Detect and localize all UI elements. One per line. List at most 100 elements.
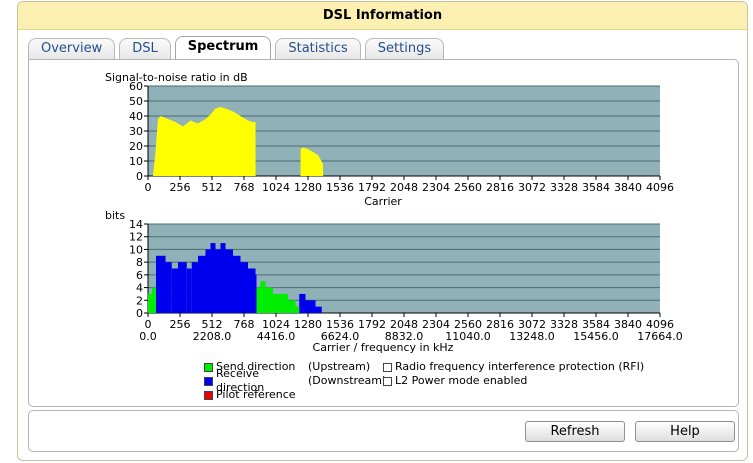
send-label: Send direction [216,360,296,373]
send-direction-bar [295,306,300,313]
bits-y-tick-label: 0 [136,307,143,320]
legend-receive: Receive direction (Downstream) [204,367,387,394]
button-bar: Refresh Help [28,410,739,452]
send-direction-bar [288,300,296,313]
legend-send: Send direction (Upstream) [204,360,386,374]
bits-khz-tick-label: 0.0 [139,330,157,343]
tab-statistics[interactable]: Statistics [275,38,361,59]
snr-x-tick-label: 4096 [646,181,674,194]
receive-direction-bar [210,243,216,313]
receive-direction-bar [225,249,233,313]
snr-x-tick-label: 1792 [358,181,386,194]
snr-x-tick-label: 2304 [422,181,450,194]
snr-x-tick-label: 768 [234,181,255,194]
refresh-button[interactable]: Refresh [525,421,625,442]
tab-bar: Overview DSL Spectrum Statistics Setting… [28,36,448,60]
send-direction-bar [260,281,266,313]
snr-x-tick-label: 1280 [294,181,322,194]
receive-direction-bar [191,262,198,313]
receive-direction-bar [165,262,172,313]
bits-khz-tick-label: 4416.0 [257,330,296,343]
send-direction-bar [256,287,261,313]
send-direction-bar [265,287,273,313]
bits-khz-tick-label: 8832.0 [385,330,424,343]
bits-khz-tick-label: 13248.0 [509,330,555,343]
dsl-information-panel: DSL Information Overview DSL Spectrum St… [17,1,748,461]
legend-pilot: Pilot reference [204,388,386,402]
receive-direction-label: (Downstream) [308,374,387,387]
receive-direction-bar [171,268,178,313]
tab-dsl[interactable]: DSL [119,38,171,59]
receive-direction-bar [248,268,256,313]
bits-xlabel: Carrier / frequency in kHz [313,341,454,354]
bits-y-tick-label: 4 [136,282,143,295]
send-direction-bar [152,287,156,313]
receive-direction-bar [198,255,206,313]
send-swatch [204,362,213,372]
bits-x-tick-label: 256 [170,318,191,331]
pilot-swatch [204,390,213,400]
bits-x-tick-label: 3584 [582,318,610,331]
bits-x-tick-label: 1536 [326,318,354,331]
snr-x-tick-label: 2816 [486,181,514,194]
rfi-label: Radio frequency interference protection … [395,360,645,373]
snr-y-tick-label: 40 [129,110,143,123]
snr-x-tick-label: 1536 [326,181,354,194]
snr-x-tick-label: 2048 [390,181,418,194]
snr-ylabel: Signal-to-noise ratio in dB [105,71,248,84]
legend-left: Send direction (Upstream) Receive direct… [204,360,386,402]
receive-direction-bar [299,293,306,313]
pilot-label: Pilot reference [216,388,296,401]
bits-x-tick-label: 768 [234,318,255,331]
receive-direction-bar [178,262,187,313]
send-direction-bar [280,293,288,313]
snr-xlabel: Carrier [364,195,402,208]
bits-ylabel: bits [105,209,125,222]
bits-x-tick-label: 2048 [390,318,418,331]
bits-khz-tick-label: 6624.0 [321,330,360,343]
bits-khz-tick-label: 15456.0 [573,330,619,343]
bits-x-tick-label: 1024 [262,318,290,331]
spectrum-charts: Signal-to-noise ratio in dB Carrier 0102… [105,71,683,354]
snr-series-area [148,107,324,176]
receive-direction-bar [240,262,248,313]
send-direction-bar [273,293,281,313]
send-direction-label: (Upstream) [308,360,371,373]
snr-x-tick-label: 3584 [582,181,610,194]
bits-x-tick-label: 2304 [422,318,450,331]
tab-overview[interactable]: Overview [28,38,116,59]
snr-y-tick-label: 0 [136,170,143,183]
bits-y-tick-label: 10 [129,243,143,256]
bits-y-tick-label: 14 [129,218,143,231]
snr-chart: Signal-to-noise ratio in dB Carrier 0102… [105,71,674,208]
help-button[interactable]: Help [635,421,735,442]
bits-x-tick-label: 2560 [454,318,482,331]
bits-x-tick-label: 3072 [518,318,546,331]
receive-direction-bar [156,255,166,313]
bits-khz-tick-label: 17664.0 [637,330,683,343]
receive-direction-bar [205,249,211,313]
send-direction-bar [148,293,152,313]
receive-direction-bar [315,306,322,313]
bits-y-tick-label: 6 [136,269,143,282]
receive-direction-bar [305,300,316,313]
snr-x-tick-label: 512 [202,181,223,194]
bits-x-tick-label: 4096 [646,318,674,331]
receive-label: Receive direction [216,367,265,394]
tab-spectrum[interactable]: Spectrum [174,36,272,59]
receive-direction-bar [255,274,257,313]
bits-x-tick-label: 512 [202,318,223,331]
snr-y-tick-label: 10 [129,155,143,168]
snr-x-tick-label: 1024 [262,181,290,194]
bits-y-tick-label: 2 [136,294,143,307]
legend-rfi: Radio frequency interference protection … [383,360,644,374]
bits-x-tick-label: 0 [145,318,152,331]
tab-settings[interactable]: Settings [364,38,445,59]
receive-direction-bar [215,249,221,313]
bits-y-tick-label: 8 [136,256,143,269]
receive-direction-bar [233,255,241,313]
bits-x-tick-label: 1792 [358,318,386,331]
snr-x-tick-label: 3840 [614,181,642,194]
legend-l2: L2 Power mode enabled [383,374,644,388]
